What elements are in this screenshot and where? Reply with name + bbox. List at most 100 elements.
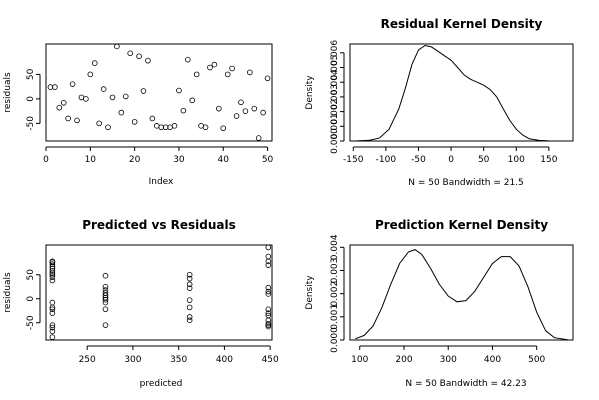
x-tick-label: 100 <box>508 155 525 165</box>
density-curve-4 <box>355 249 568 341</box>
data-point <box>102 272 109 279</box>
data-point <box>238 99 244 106</box>
data-point <box>102 306 109 313</box>
data-point <box>264 75 271 82</box>
x-tick-label: 30 <box>173 155 185 165</box>
data-point <box>102 292 109 299</box>
data-point <box>49 322 56 328</box>
data-point <box>102 296 109 303</box>
y-axis-label-1: residuals <box>3 72 13 113</box>
x-tick-label: 300 <box>124 355 141 365</box>
data-point <box>207 64 213 71</box>
y-tick-label: 0.002 <box>330 99 340 125</box>
y-tick-label: 0.000 <box>330 128 340 154</box>
data-point <box>180 107 187 114</box>
data-point <box>96 120 102 127</box>
data-point <box>186 297 193 303</box>
x-tick-label: 300 <box>440 355 457 365</box>
y-axis-label-4: Density <box>305 275 315 310</box>
data-point <box>49 274 56 280</box>
y-tick-label: 0.003 <box>330 84 340 110</box>
data-point <box>265 244 272 251</box>
y-tick-label: 0.001 <box>330 113 340 139</box>
chart-title-3: Predicted vs Residuals <box>82 218 236 232</box>
data-point <box>265 291 272 297</box>
chart-title-2: Residual Kernel Density <box>381 17 543 31</box>
x-tick-label: 20 <box>129 155 141 165</box>
x-tick-label: -50 <box>411 155 426 165</box>
y-tick-label: 0.005 <box>330 55 340 81</box>
y-axis-label-2: Density <box>305 75 315 110</box>
x-tick-label: 350 <box>170 355 187 365</box>
data-point <box>100 86 107 92</box>
data-point <box>186 275 193 282</box>
data-point <box>265 253 272 260</box>
x-tick-label: 10 <box>85 155 97 165</box>
data-point <box>260 109 266 116</box>
x-tick-label: 250 <box>79 355 96 365</box>
data-point <box>247 69 253 76</box>
y-tick-label: 0.006 <box>330 40 340 66</box>
y-tick-label: 0.003 <box>330 258 340 284</box>
data-point <box>49 334 56 340</box>
data-point <box>102 322 109 328</box>
data-point <box>149 115 156 122</box>
y-tick-label: 0 <box>26 296 36 302</box>
plot-frame-1 <box>45 43 273 142</box>
x-tick-label: 400 <box>484 355 501 365</box>
data-point <box>102 283 109 290</box>
data-point <box>49 258 56 265</box>
data-point <box>171 123 178 129</box>
y-tick-label: 0.000 <box>330 327 340 353</box>
y-tick-label: -50 <box>26 315 36 330</box>
plot-frame-3 <box>45 244 273 341</box>
x-axis-label-4: N = 50 Bandwidth = 42.23 <box>405 379 526 389</box>
data-point <box>74 117 80 124</box>
data-point <box>87 71 94 78</box>
data-point <box>49 324 56 331</box>
data-point <box>265 312 272 319</box>
data-point <box>118 109 125 116</box>
data-point <box>265 317 272 324</box>
data-point <box>186 281 193 288</box>
data-point <box>224 71 231 78</box>
y-axis-label-3: residuals <box>3 272 13 313</box>
data-point <box>202 124 209 131</box>
x-tick-label: -100 <box>376 155 397 165</box>
data-point <box>186 317 193 324</box>
x-tick-label: -150 <box>343 155 364 165</box>
data-point <box>65 115 71 122</box>
data-point <box>140 88 147 94</box>
x-tick-label: 0 <box>43 155 49 165</box>
data-point <box>233 113 240 119</box>
data-point <box>186 314 193 320</box>
data-point <box>255 135 262 141</box>
data-point <box>186 285 193 291</box>
data-point <box>49 299 56 306</box>
data-point <box>229 65 235 72</box>
data-point <box>49 328 56 335</box>
plot-frame-4 <box>349 244 574 341</box>
data-point <box>220 125 227 132</box>
data-point <box>265 310 272 316</box>
y-tick-label: 50 <box>26 269 36 281</box>
data-point <box>216 105 222 112</box>
data-point <box>52 84 58 90</box>
data-point <box>145 57 151 64</box>
data-point <box>265 262 272 268</box>
data-point <box>251 105 258 112</box>
x-tick-label: 50 <box>262 155 274 165</box>
data-point <box>69 81 76 87</box>
data-point <box>186 271 193 278</box>
x-tick-label: 150 <box>540 155 557 165</box>
x-tick-label: 400 <box>216 355 233 365</box>
data-point <box>102 290 109 296</box>
x-tick-label: 0 <box>448 155 454 165</box>
y-tick-label: -50 <box>26 116 36 131</box>
data-point <box>49 277 56 284</box>
density-curve-2 <box>356 44 569 142</box>
chart-title-4: Prediction Kernel Density <box>375 218 548 232</box>
data-point <box>60 99 67 106</box>
data-point <box>193 71 200 78</box>
